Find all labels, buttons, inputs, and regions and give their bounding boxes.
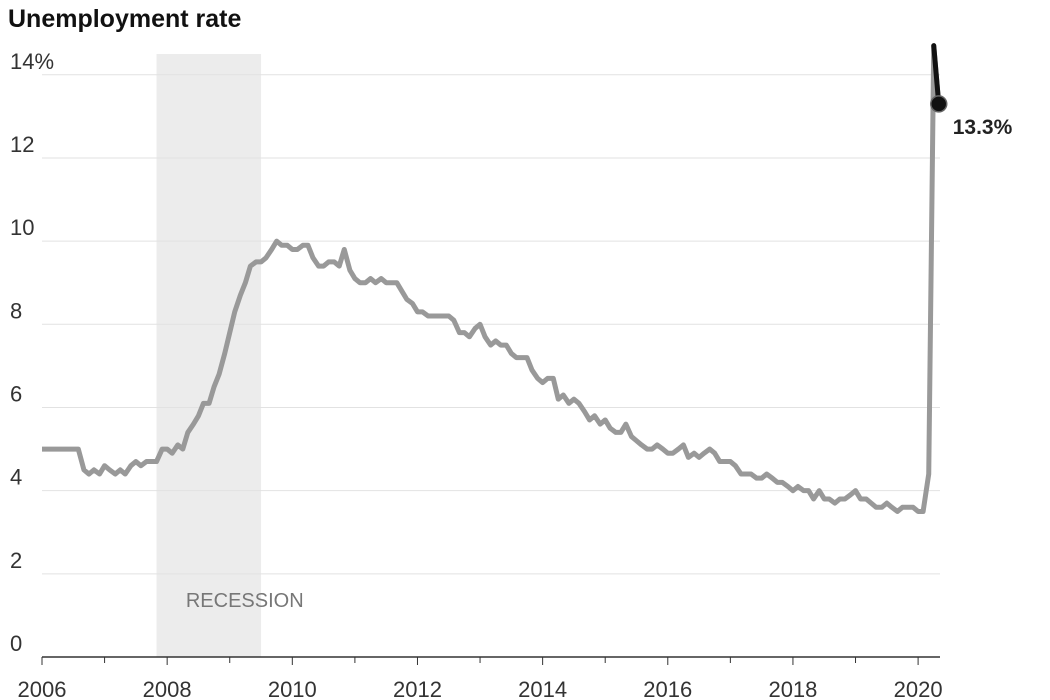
y-tick-label: 0 [10, 631, 22, 656]
line [42, 43, 942, 514]
recession-band [156, 54, 262, 657]
x-tick-label: 2020 [894, 677, 943, 700]
x-tick-label: 2012 [393, 677, 442, 700]
y-tick-label: 2 [10, 548, 22, 573]
y-tick-label: 4 [10, 465, 22, 490]
x-tick-label: 2008 [143, 677, 192, 700]
y-tick-label: 14% [10, 49, 54, 74]
data-label: 13.3% [953, 116, 1013, 139]
x-tick-label: 2006 [18, 677, 67, 700]
x-tick-label: 2014 [518, 677, 567, 700]
y-tick-label: 12 [10, 132, 34, 157]
recession-label: RECESSION [186, 590, 304, 612]
y-tick-label: 8 [10, 298, 22, 323]
highlight-segment [931, 43, 942, 107]
x-tick-label: 2018 [768, 677, 817, 700]
chart-title: Unemployment rate [8, 5, 241, 33]
end-dot [929, 95, 948, 113]
y-tick-label: 10 [10, 215, 34, 240]
x-tick-label: 2016 [643, 677, 692, 700]
x-tick-label: 2010 [268, 677, 317, 700]
y-tick-label: 6 [10, 381, 22, 406]
